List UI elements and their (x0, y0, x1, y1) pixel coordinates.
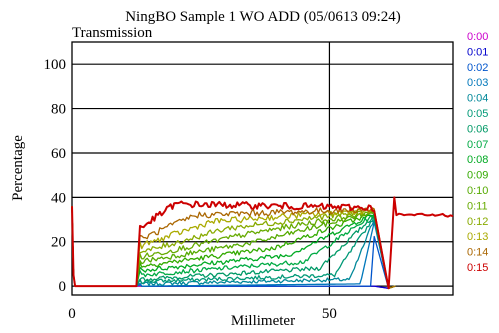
x-axis-label: Millimeter (231, 313, 295, 329)
x-tick-label-0: 0 (68, 306, 76, 322)
y-tick-label-2: 40 (51, 190, 66, 206)
chart-subtitle: Transmission (72, 25, 153, 41)
legend-entry-0-05: 0:05 (467, 108, 488, 120)
legend-entry-0-02: 0:02 (467, 62, 488, 74)
legend-entry-0-08: 0:08 (467, 154, 488, 166)
y-tick-label-3: 60 (51, 146, 66, 162)
series-line-0-09 (71, 206, 396, 289)
y-tick-label-4: 80 (51, 102, 66, 118)
y-tick-label-0: 0 (59, 279, 67, 295)
series-line-0-05 (71, 206, 396, 289)
legend-entry-0-14: 0:14 (467, 247, 488, 259)
x-axis-ticks: 0 50 (68, 306, 337, 322)
y-axis-ticks: 0 20 40 60 80 100 (44, 57, 67, 295)
legend-entry-0-03: 0:03 (467, 77, 488, 89)
legend-entry-0-15: 0:15 (467, 262, 488, 274)
y-tick-label-1: 20 (51, 235, 66, 251)
legend-entry-0-04: 0:04 (467, 93, 488, 105)
legend-entry-0-11: 0:11 (467, 200, 488, 212)
series-line-0-04 (71, 206, 396, 289)
legend-entry-0-06: 0:06 (467, 123, 488, 135)
series-line-0-11 (71, 206, 396, 289)
series-group (71, 196, 454, 290)
series-line-0-08 (71, 206, 396, 289)
legend: 0:00 0:01 0:02 0:03 0:04 0:05 0:06 0:07 0:08 0:09… (467, 31, 488, 274)
chart-title: NingBO Sample 1 WO ADD (05/0613 09:24) (125, 9, 401, 25)
series-line-0-10 (71, 206, 396, 289)
x-tick-label-1: 50 (322, 306, 337, 322)
legend-entry-0-00: 0:00 (467, 31, 488, 43)
y-axis-label: Percentage (10, 135, 26, 201)
legend-entry-0-10: 0:10 (467, 185, 488, 197)
legend-entry-0-12: 0:12 (467, 216, 488, 228)
plot-area (71, 41, 454, 296)
series-line-0-06 (71, 206, 396, 289)
series-line-0-13 (71, 206, 396, 289)
plot-frame (71, 41, 454, 296)
series-line-0-03 (71, 206, 396, 289)
series-line-0-07 (71, 206, 396, 289)
series-line-0-14 (71, 206, 396, 289)
legend-entry-0-13: 0:13 (467, 231, 488, 243)
y-tick-label-5: 100 (44, 57, 67, 73)
legend-entry-0-07: 0:07 (467, 139, 488, 151)
series-line-0-15 (71, 196, 454, 290)
legend-entry-0-09: 0:09 (467, 170, 488, 182)
legend-entry-0-01: 0:01 (467, 46, 488, 58)
